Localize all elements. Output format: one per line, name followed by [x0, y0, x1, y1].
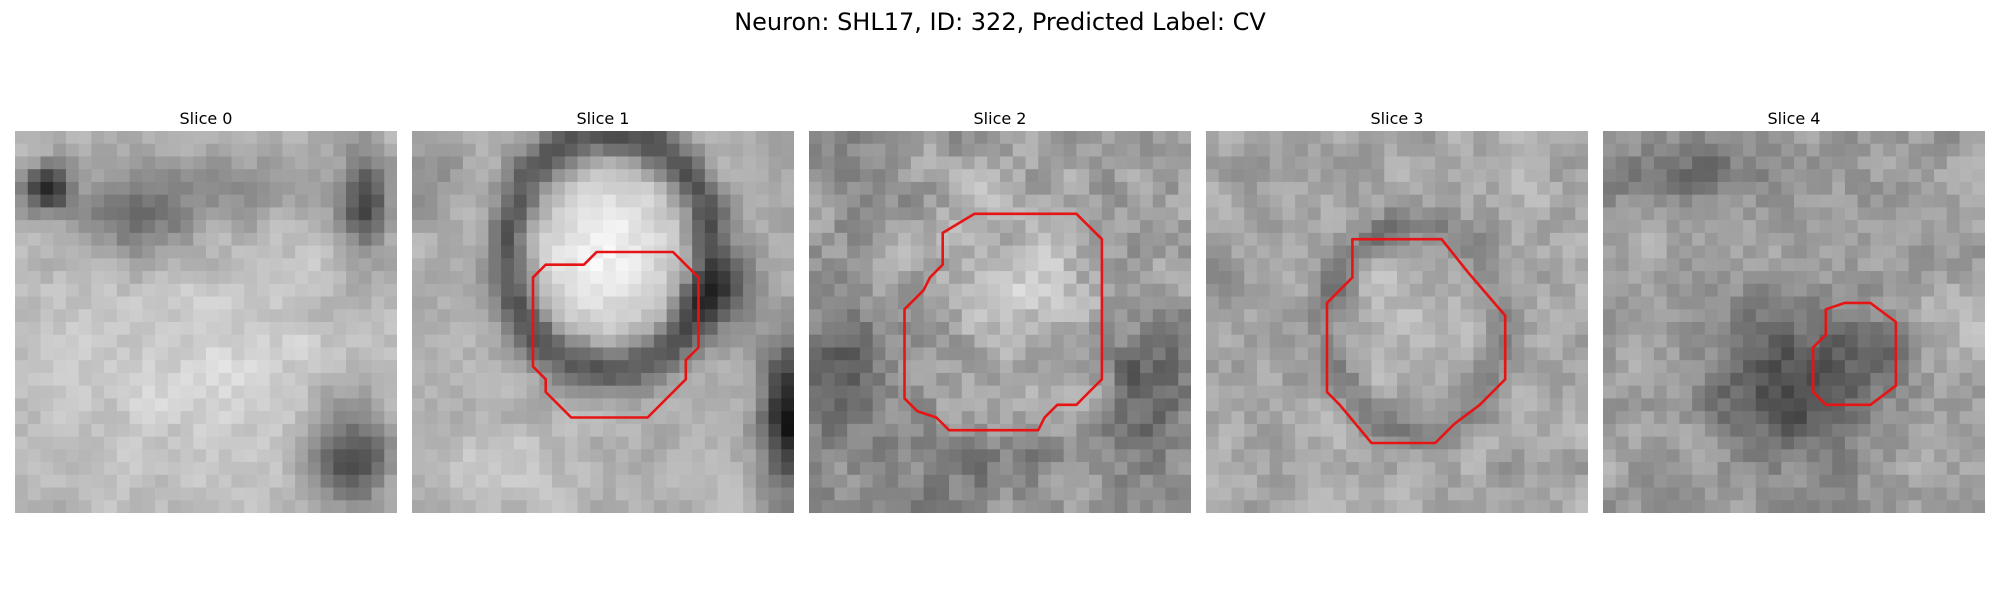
slice-title: Slice 2: [973, 109, 1027, 128]
segmentation-contour: [1811, 301, 1898, 407]
slice-pixel-grid: [1206, 131, 1588, 513]
slice-panel-2: Slice 2: [809, 108, 1191, 513]
slice-pixel-grid: [15, 131, 397, 513]
slice-panel-1: Slice 1: [412, 108, 794, 513]
slice-title: Slice 1: [576, 109, 630, 128]
slice-image: [809, 131, 1191, 513]
slice-title: Slice 0: [179, 109, 233, 128]
slice-image: [15, 131, 397, 513]
slice-image: [1603, 131, 1985, 513]
slice-panel-0: Slice 0: [15, 108, 397, 513]
slice-pixel-grid: [1603, 131, 1985, 513]
slice-image: [412, 131, 794, 513]
slice-pixel-grid: [412, 131, 794, 513]
slice-image: [1206, 131, 1588, 513]
segmentation-contour: [1325, 237, 1507, 445]
figure-title: Neuron: SHL17, ID: 322, Predicted Label:…: [734, 8, 1266, 36]
slice-title: Slice 4: [1767, 109, 1821, 128]
slice-panel-4: Slice 4: [1603, 108, 1985, 513]
slice-pixel-grid: [809, 131, 1191, 513]
segmentation-contour: [531, 250, 700, 419]
slice-title: Slice 3: [1370, 109, 1424, 128]
slice-panel-3: Slice 3: [1206, 108, 1588, 513]
segmentation-contour: [903, 212, 1104, 432]
